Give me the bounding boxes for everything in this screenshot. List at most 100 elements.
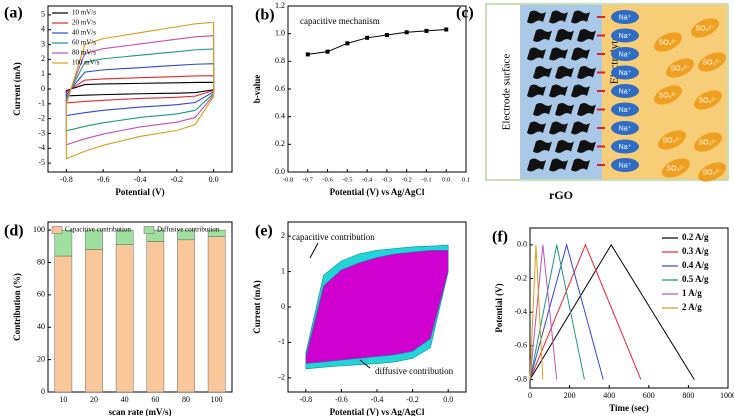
y-tick-label: 80 — [37, 257, 45, 266]
legend-label: 0.5 A/g — [682, 274, 709, 284]
x-tick-label: 100 — [211, 395, 223, 404]
x-tick-label: -0.6 — [335, 395, 348, 404]
legend-swatch — [51, 226, 63, 234]
x-tick-label: -0.8 — [299, 395, 312, 404]
y-tick-label: 0.0 — [517, 240, 527, 249]
bar-segment — [207, 236, 226, 393]
x-tick-label: 80 — [182, 395, 190, 404]
rgo-sheet — [577, 140, 596, 153]
cation-label: Na⁺ — [619, 144, 632, 151]
legend-label: 100 mV/s — [72, 59, 100, 67]
plot-frame — [47, 221, 233, 393]
rgo-sheet — [549, 47, 568, 61]
rgo-sheet — [571, 84, 590, 98]
legend-label: 2 A/g — [682, 302, 702, 312]
x-axis-label: Potential (V) vs Ag/AgCl — [330, 407, 425, 416]
y-tick-label: 3 — [41, 39, 45, 48]
cation-label: Na⁺ — [619, 51, 632, 58]
legend-swatch — [143, 226, 155, 234]
x-tick-label: -0.4 — [362, 176, 373, 183]
bar-segment — [85, 249, 103, 393]
y-tick-label: 0.4 — [275, 111, 285, 120]
y-tick-label: -2 — [38, 113, 45, 122]
rgo-sheet — [571, 158, 590, 172]
y-tick-label: -5 — [38, 158, 45, 167]
rgo-sheet — [549, 10, 568, 24]
cation — [611, 47, 639, 61]
panel-label: (d) — [4, 223, 24, 240]
gcd-line — [529, 244, 585, 380]
bar-segment — [54, 229, 73, 257]
x-tick-label: 1000 — [720, 391, 734, 400]
cv-area — [305, 250, 449, 364]
cv-loop — [65, 75, 215, 104]
arrow — [309, 242, 319, 259]
anion — [693, 90, 723, 110]
y-tick-label: 2 — [281, 231, 285, 240]
anion-label: SO₄²⁻ — [703, 59, 722, 66]
annotation: capacitive mechanism — [300, 16, 380, 26]
rgo-sheet — [555, 140, 574, 153]
rgo-sheet — [555, 103, 574, 116]
anion-label: SO₄²⁻ — [671, 65, 690, 72]
rgo-sheet — [571, 121, 590, 135]
y-axis-label: Current (mA) — [12, 62, 22, 116]
y-tick-label: 0.8 — [275, 56, 285, 65]
gcd-line — [529, 243, 642, 380]
bar-segment — [54, 255, 73, 393]
x-tick-label: 40 — [121, 395, 129, 404]
panel-label: (a) — [4, 5, 23, 22]
y-tick-label: -2 — [278, 373, 285, 382]
bar-segment — [115, 244, 134, 393]
legend-label: 20 mV/s — [72, 19, 96, 27]
y-tick-label: -0.2 — [514, 273, 527, 282]
marker — [305, 52, 310, 57]
rgo-sheet — [527, 47, 546, 61]
gcd-line — [529, 244, 558, 380]
cation — [611, 139, 639, 154]
y-tick-label: 0 — [41, 84, 45, 93]
gcd-line — [529, 244, 544, 380]
cation — [611, 65, 639, 80]
cation-label: Na⁺ — [619, 14, 632, 21]
gcd-line — [529, 242, 604, 380]
y-tick-label: 2 — [41, 54, 45, 63]
y-tick-label: 40 — [37, 322, 45, 331]
y-tick-label: 60 — [37, 290, 45, 299]
marker — [424, 28, 429, 33]
x-tick-label: -0.8 — [283, 176, 293, 183]
anion-label: SO₄²⁻ — [659, 39, 678, 46]
anion-label: SO₄²⁻ — [663, 137, 682, 144]
legend-label: Capacitive contribution — [65, 226, 131, 234]
bar-segment — [177, 229, 195, 241]
legend-label: Diffusive contribution — [157, 226, 220, 234]
anion-label: SO₄²⁻ — [696, 25, 715, 32]
panel-label: (e) — [255, 223, 273, 240]
anion — [665, 58, 695, 78]
y-tick-label: 5 — [41, 10, 45, 19]
x-tick-label: -0.6 — [322, 176, 333, 183]
cation — [611, 121, 639, 135]
x-tick-label: 20 — [90, 395, 98, 404]
y-tick-label: -3 — [38, 128, 45, 137]
y-tick-label: 1.0 — [275, 28, 285, 37]
rgo-sheet — [527, 10, 546, 24]
diagram-panel: (c) Electrode surface Electrolyte rGO Na… — [456, 3, 729, 202]
x-tick-label: -0.4 — [134, 175, 147, 184]
x-tick-label: -0.2 — [402, 176, 412, 183]
legend-label: 80 mV/s — [72, 49, 96, 57]
rgo-sheet — [549, 158, 568, 172]
y-tick-label: 1.2 — [275, 1, 285, 10]
cv-loop — [65, 21, 215, 160]
cation-label: Na⁺ — [619, 70, 632, 77]
y-axis-label: Current (mA) — [252, 280, 262, 334]
cation-label: Na⁺ — [619, 125, 632, 132]
rgo-sheet — [549, 84, 568, 98]
panel-label: (b) — [255, 7, 275, 24]
y-tick-label: -4 — [38, 143, 45, 152]
bar-segment — [85, 229, 103, 250]
electrode-label: Electrode surface — [501, 54, 513, 131]
x-tick-label: -0.3 — [382, 176, 392, 183]
y-axis-label: Contribution (%) — [12, 273, 22, 341]
